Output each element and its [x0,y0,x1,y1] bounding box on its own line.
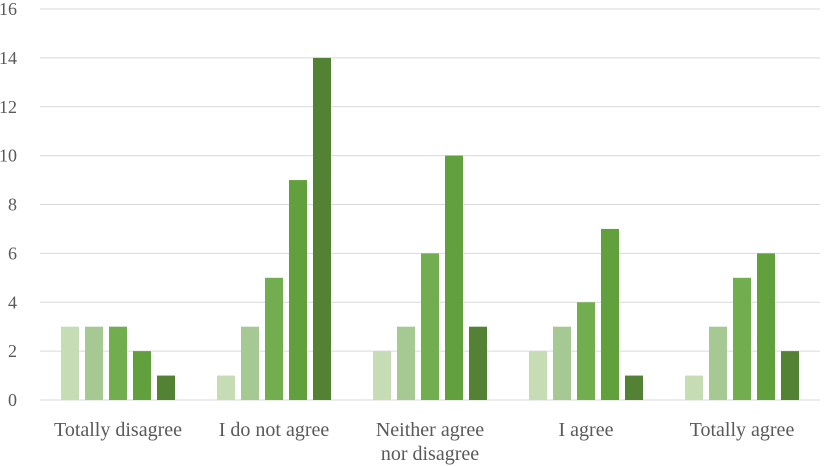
bar [529,351,547,400]
bar [373,351,391,400]
y-tick-label: 16 [0,0,17,19]
x-category-label: Totally agree [690,419,795,441]
bar [217,375,235,400]
bar [709,326,727,400]
gridlines [40,8,820,401]
x-category-label: I do not agree [219,419,330,441]
bars [61,57,799,400]
bar [109,326,127,400]
bar [289,180,307,400]
bar [577,302,595,400]
y-axis-ticks: 0 2 4 6 8 10 12 14 16 [0,0,17,410]
bar [469,326,487,400]
x-axis-categories: Totally disagree I do not agree Neither ag… [54,419,794,465]
y-tick-label: 6 [8,243,17,263]
bar [445,155,463,400]
y-tick-label: 14 [0,48,17,68]
bar [685,375,703,400]
bar [133,351,151,400]
bar [241,326,259,400]
y-tick-label: 10 [0,146,17,166]
y-tick-label: 8 [8,195,17,215]
x-category-label: Totally disagree [54,419,182,441]
bar [553,326,571,400]
bar [85,326,103,400]
y-tick-label: 4 [8,292,17,312]
bar [781,351,799,400]
bar [625,375,643,400]
bar [157,375,175,400]
bar [733,277,751,400]
bar [397,326,415,400]
bar [313,57,331,400]
bar [757,253,775,400]
y-tick-label: 0 [8,390,17,410]
y-tick-label: 12 [0,97,17,117]
bar [421,253,439,400]
x-category-label: Neither agree nor disagree [376,419,484,465]
bar [61,326,79,400]
x-category-label: I agree [559,419,614,441]
bar [265,277,283,400]
y-tick-label: 2 [8,341,17,361]
bar [601,228,619,400]
